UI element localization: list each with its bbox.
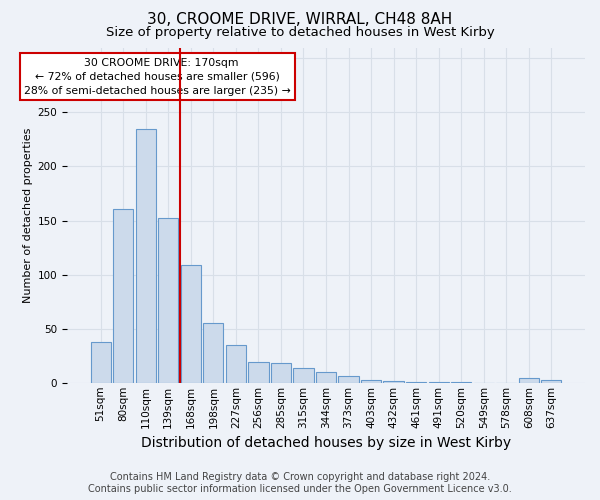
Bar — [451, 382, 472, 383]
Text: 30, CROOME DRIVE, WIRRAL, CH48 8AH: 30, CROOME DRIVE, WIRRAL, CH48 8AH — [148, 12, 452, 28]
Bar — [428, 382, 449, 383]
Bar — [316, 372, 336, 383]
Bar — [541, 380, 562, 383]
X-axis label: Distribution of detached houses by size in West Kirby: Distribution of detached houses by size … — [141, 436, 511, 450]
Bar — [271, 364, 291, 383]
Bar — [248, 362, 269, 383]
Bar — [383, 380, 404, 383]
Bar — [181, 265, 201, 383]
Bar — [203, 324, 223, 383]
Text: 30 CROOME DRIVE: 170sqm
← 72% of detached houses are smaller (596)
28% of semi-d: 30 CROOME DRIVE: 170sqm ← 72% of detache… — [24, 58, 291, 96]
Bar — [136, 128, 156, 383]
Bar — [361, 380, 381, 383]
Bar — [113, 208, 133, 383]
Bar — [226, 345, 246, 383]
Text: Size of property relative to detached houses in West Kirby: Size of property relative to detached ho… — [106, 26, 494, 39]
Text: Contains HM Land Registry data © Crown copyright and database right 2024.
Contai: Contains HM Land Registry data © Crown c… — [88, 472, 512, 494]
Bar — [518, 378, 539, 383]
Bar — [293, 368, 314, 383]
Bar — [338, 376, 359, 383]
Bar — [91, 342, 111, 383]
Bar — [406, 382, 426, 383]
Bar — [158, 218, 178, 383]
Y-axis label: Number of detached properties: Number of detached properties — [23, 128, 34, 303]
